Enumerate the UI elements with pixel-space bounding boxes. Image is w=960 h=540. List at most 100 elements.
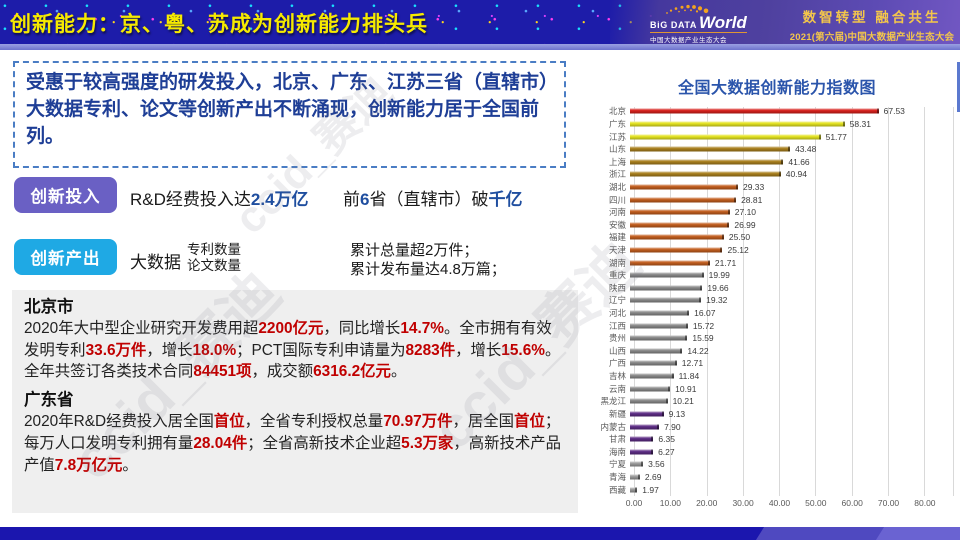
- bar-category-label: 四川: [608, 194, 626, 205]
- text-segment: 。全年共签订各类技术合同: [24, 341, 561, 381]
- bar-value-label: 40.94: [785, 169, 807, 180]
- chart-row: 云南 10.91: [600, 382, 954, 395]
- text-segment: ，全省专利授权总量: [244, 412, 384, 430]
- bar-category-label: 重庆: [608, 270, 626, 281]
- output-patent-label: 专利数量: [187, 242, 241, 257]
- beijing-paragraph: 2020年大中型企业研究开发费用超2200亿元，同比增长14.7%。全市拥有有效…: [24, 318, 566, 384]
- bottom-bar-lighter-segment: [875, 527, 960, 540]
- bar: [630, 335, 688, 341]
- text-segment: 前: [343, 190, 360, 209]
- chart-row: 江苏 51.77: [600, 130, 954, 143]
- chart-row: 湖北 29.33: [600, 181, 954, 194]
- bar-track: 11.84: [630, 370, 954, 383]
- logo-bigdata-label: BiG DATA: [650, 20, 697, 30]
- chart-row: 西藏 1.97: [600, 483, 954, 496]
- text-segment: 省（直辖市）破: [369, 190, 489, 209]
- intro-text: 受惠于较高强度的研发投入，北京、广东、江苏三省（直辖市）大数据专利、论文等创新产…: [26, 72, 549, 148]
- gridline: [815, 107, 817, 496]
- bar-track: 12.71: [630, 357, 954, 370]
- x-axis-tick-label: 60.00: [841, 497, 863, 508]
- bigdata-world-logo: BiG DATA World 中国大数据产业生态大会: [650, 4, 747, 44]
- bar: [630, 436, 654, 442]
- bar: [630, 134, 821, 140]
- bar-track: 26.99: [630, 218, 954, 231]
- chart-row: 天津 25.12: [600, 244, 954, 257]
- bar: [630, 424, 660, 430]
- chart-row: 重庆 19.99: [600, 269, 954, 282]
- bar-category-label: 河南: [608, 207, 626, 218]
- bar-track: 27.10: [630, 206, 954, 219]
- bar-track: 1.97: [630, 483, 954, 496]
- bar: [630, 197, 737, 203]
- chart-row: 上海 41.66: [600, 155, 954, 168]
- bar-track: 7.90: [630, 420, 954, 433]
- bar-value-label: 58.31: [849, 118, 871, 129]
- text-segment: 18.0%: [192, 341, 237, 359]
- bar-category-label: 辽宁: [608, 295, 626, 306]
- bar-track: 10.21: [630, 395, 954, 408]
- bar-category-label: 浙江: [608, 169, 626, 180]
- gridline: [887, 107, 889, 496]
- bar: [630, 310, 690, 316]
- bar-category-label: 陕西: [608, 282, 626, 293]
- bar: [630, 323, 688, 329]
- x-axis-tick-label: 40.00: [768, 497, 791, 508]
- x-axis-tick-label: 70.00: [877, 497, 900, 508]
- text-segment: 。全市拥有有效发明专利: [24, 319, 552, 359]
- chart-row: 甘肃 6.35: [600, 433, 954, 446]
- chart-row: 四川 28.81: [600, 193, 954, 206]
- stats-panel: 北京市 2020年大中型企业研究开发费用超2200亿元，同比增长14.7%。全市…: [12, 290, 578, 513]
- bar-value-label: 7.90: [664, 421, 681, 432]
- chart-rows: 北京 67.53 广东 58.31 江苏 51.77 山东 43.48 上海 41.66 浙江 40.…: [600, 105, 954, 496]
- x-axis-tick-label: 50.00: [805, 497, 827, 508]
- bar-value-label: 19.99: [708, 270, 730, 281]
- bar-track: 25.12: [630, 244, 954, 257]
- bar-category-label: 西藏: [608, 484, 626, 495]
- bar: [630, 184, 738, 190]
- bar: [630, 108, 879, 114]
- text-segment: 千亿: [488, 190, 523, 209]
- text-segment: ，成交额: [251, 363, 314, 381]
- bar-value-label: 19.32: [706, 295, 728, 306]
- bar-track: 58.31: [630, 118, 954, 131]
- output-results: 累计总量超2万件； 累计发布量达4.8万篇；: [350, 241, 506, 279]
- chart-row: 宁夏 3.56: [600, 458, 954, 471]
- bar: [630, 487, 638, 493]
- bar-track: 28.81: [630, 193, 954, 206]
- guangdong-heading: 广东省: [24, 391, 74, 410]
- bar: [630, 411, 664, 417]
- bar-value-label: 67.53: [883, 106, 905, 117]
- bar: [630, 222, 730, 228]
- bar-value-label: 21.71: [714, 257, 737, 268]
- bar-value-label: 16.07: [694, 308, 716, 319]
- text-segment: ，增长: [146, 341, 193, 359]
- bar-value-label: 6.27: [658, 446, 675, 457]
- bar-value-label: 19.66: [707, 282, 729, 293]
- bar: [630, 272, 704, 278]
- chart-row: 湖南 21.71: [600, 256, 954, 269]
- bar-category-label: 山西: [608, 345, 626, 356]
- bar: [630, 461, 644, 467]
- intro-box: 受惠于较高强度的研发投入，北京、广东、江苏三省（直辖市）大数据专利、论文等创新产…: [13, 61, 566, 168]
- bar-track: 2.69: [630, 471, 954, 484]
- chart-row: 海南 6.27: [600, 445, 954, 458]
- text-segment: 2020年R&D经费投入居全国: [24, 412, 214, 430]
- bar: [630, 260, 710, 266]
- bar-track: 15.72: [630, 319, 954, 332]
- chart-row: 山西 14.22: [600, 345, 954, 358]
- bar: [630, 146, 791, 152]
- text-segment: ；每万人口发明专利拥有量: [24, 412, 561, 452]
- bar-value-label: 12.71: [681, 358, 704, 369]
- text-segment: ，居全国: [452, 412, 515, 430]
- bar-category-label: 贵州: [608, 333, 626, 344]
- slogan-line-2: 2021(第六届)中国大数据产业生态大会: [789, 32, 955, 43]
- chart-plot-area: 北京 67.53 广东 58.31 江苏 51.77 山东 43.48 上海 41.66 浙江 40.…: [600, 105, 954, 496]
- logo-subtitle: 中国大数据产业生态大会: [650, 32, 747, 44]
- bar-track: 19.99: [630, 269, 954, 282]
- bar-track: 67.53: [630, 105, 954, 118]
- bar-category-label: 新疆: [608, 408, 626, 419]
- output-paper-label: 论文数量: [187, 258, 241, 273]
- bar-category-label: 云南: [608, 383, 626, 394]
- bottom-bar: [0, 527, 960, 540]
- bar-value-label: 26.99: [734, 219, 756, 230]
